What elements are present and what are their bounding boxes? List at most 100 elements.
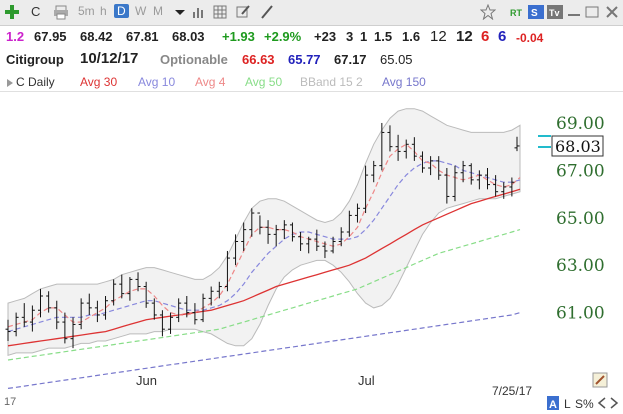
- ohlc-bar: [403, 139, 409, 159]
- x-label-jun: Jun: [136, 373, 157, 388]
- ohlc-bar: [501, 182, 507, 199]
- period-h[interactable]: h: [100, 4, 107, 18]
- ohlc-bar: [273, 224, 279, 247]
- ohlc-bar: [306, 236, 312, 254]
- ohlc-bar: [143, 281, 149, 308]
- ohlc-bar: [249, 208, 255, 237]
- price-axis: 69.00 67.00 65.00 63.00 61.00: [556, 114, 605, 324]
- avg4-line: [7, 143, 521, 328]
- price-chart[interactable]: 69.00 67.00 65.00 63.00 61.00 68.03 Jun …: [0, 92, 623, 414]
- ohlc-bar: [468, 163, 474, 185]
- tv-icon[interactable]: Tv: [547, 4, 563, 20]
- ohlc-bar: [363, 165, 369, 214]
- quote-tail: -0.04: [516, 31, 544, 45]
- legend-avg4[interactable]: Avg 4: [195, 75, 226, 89]
- arrow-right-icon[interactable]: [610, 397, 619, 409]
- period-d[interactable]: D: [114, 4, 129, 18]
- ohlc-bar: [411, 137, 417, 161]
- quote-low: 67.81: [126, 29, 159, 44]
- add-plus-icon[interactable]: [4, 4, 20, 20]
- footer-l[interactable]: L: [564, 397, 571, 411]
- ohlc-bar: [54, 300, 60, 330]
- ohlc-bar: [176, 298, 182, 323]
- footer-s[interactable]: S%: [575, 397, 594, 411]
- ohlc-bar: [484, 168, 490, 190]
- ohlc-bar: [387, 125, 393, 152]
- y-tick-label: 69.00: [556, 114, 605, 134]
- arrow-left-icon[interactable]: [597, 397, 606, 409]
- name-v1: 66.63: [242, 52, 275, 67]
- ohlc-bar: [111, 279, 117, 306]
- period-5m[interactable]: 5m: [78, 4, 95, 18]
- ohlc-bar: [379, 122, 385, 171]
- print-icon[interactable]: [53, 4, 69, 20]
- edit-icon[interactable]: [235, 4, 251, 20]
- quote-date: 10/12/17: [80, 50, 139, 67]
- current-price-label: 68.03: [555, 137, 601, 156]
- legend-avg10[interactable]: Avg 10: [138, 75, 176, 89]
- ohlc-bar: [151, 298, 157, 320]
- ohlc-bar: [444, 168, 450, 204]
- realtime-icon[interactable]: RT: [510, 4, 526, 20]
- bollinger-band: [7, 108, 521, 356]
- bottom-label: 17: [4, 396, 16, 408]
- footer-a-box[interactable]: [547, 396, 559, 410]
- ohlc-bar: [509, 177, 515, 197]
- ohlc-bar: [281, 220, 287, 240]
- ohlc-bar: [159, 310, 165, 337]
- optionable-label: Optionable: [160, 52, 228, 67]
- ohlc-bar: [29, 305, 35, 332]
- restore-icon[interactable]: [584, 4, 600, 20]
- period-w[interactable]: W: [135, 4, 147, 18]
- ohlc-bar: [21, 303, 27, 327]
- ohlc-bar: [298, 232, 304, 251]
- close-icon[interactable]: [604, 4, 620, 20]
- quote-stat5: 1.6: [402, 29, 421, 44]
- ohlc-bar: [192, 303, 198, 325]
- ohlc-bar: [289, 222, 295, 242]
- date-stamp: 7/25/17: [492, 384, 532, 398]
- ohlc-bar: [233, 234, 239, 266]
- pencil-icon[interactable]: [592, 372, 608, 388]
- quote-rank4: 6: [498, 28, 507, 45]
- legend-avg30[interactable]: Avg 30: [80, 75, 118, 89]
- legend-avg150[interactable]: Avg 150: [382, 75, 426, 89]
- legend-bband[interactable]: BBand 15 2: [300, 75, 363, 89]
- ohlc-bar: [371, 160, 377, 183]
- company-name: Citigroup: [6, 52, 64, 67]
- quote-stat2: 3: [346, 29, 354, 44]
- x-label-jul: Jul: [358, 373, 375, 388]
- quote-shares: 1.2: [6, 29, 25, 44]
- quote-change-pct: +2.9%: [264, 29, 302, 44]
- ohlc-bar: [493, 175, 499, 197]
- avg150-line: [7, 312, 521, 389]
- stream-icon[interactable]: S: [528, 4, 544, 20]
- ohlc-bar: [265, 220, 271, 244]
- ohlc-bar: [86, 293, 92, 315]
- dropdown-arrow-icon[interactable]: [172, 4, 188, 20]
- ohlc-bar: [135, 272, 141, 292]
- minimize-icon[interactable]: [566, 4, 582, 20]
- svg-text:S: S: [531, 8, 538, 19]
- pen-icon[interactable]: [259, 4, 275, 20]
- ohlc-bar: [354, 203, 360, 223]
- quote-row: 1.2 67.95 68.42 67.81 68.03 +1.93 +2.9% …: [0, 27, 623, 47]
- ohlc-bar: [395, 134, 401, 161]
- chart-toolbar: C 5m h D W M RT S Tv: [0, 0, 623, 26]
- symbol-label[interactable]: C: [31, 4, 41, 19]
- ohlc-bar: [330, 236, 336, 254]
- ohlc-bar: [452, 165, 458, 202]
- legend-avg50[interactable]: Avg 50: [245, 75, 283, 89]
- period-m[interactable]: M: [153, 4, 163, 18]
- ohlc-bar: [216, 281, 222, 299]
- bar-chart-icon[interactable]: [191, 4, 207, 20]
- avg10-line: [7, 160, 521, 333]
- ohlc-bar: [257, 212, 263, 235]
- grid-icon[interactable]: [212, 4, 228, 20]
- expand-icon[interactable]: [4, 77, 16, 89]
- footer-a[interactable]: A: [549, 399, 557, 411]
- ohlc-bar: [168, 312, 174, 334]
- legend-c-daily[interactable]: C Daily: [16, 75, 55, 89]
- name-v2: 65.77: [288, 52, 321, 67]
- star-icon[interactable]: [480, 4, 496, 20]
